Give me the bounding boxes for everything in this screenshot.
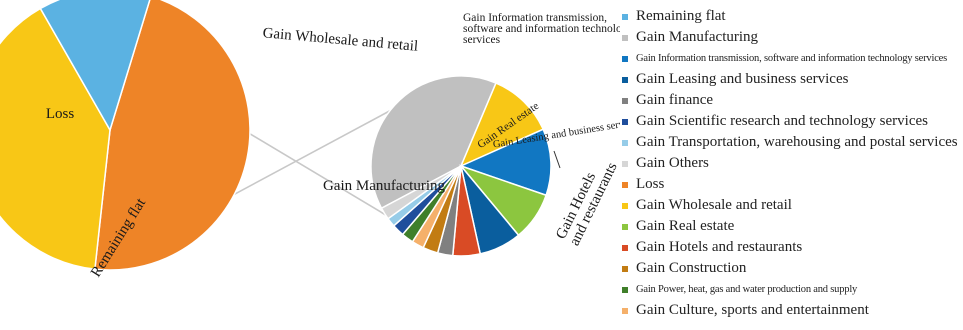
legend-item: Gain Wholesale and retail bbox=[622, 195, 958, 216]
legend-label: Gain Manufacturing bbox=[636, 29, 759, 45]
legend-swatch bbox=[622, 55, 628, 62]
pie-slice-manufacturing bbox=[370, 75, 497, 210]
legend-item: Gain finance bbox=[622, 90, 958, 111]
legend-swatch bbox=[622, 286, 628, 293]
legend-label: Loss bbox=[636, 176, 665, 192]
pie-slice-others bbox=[380, 165, 462, 220]
legend-label: Gain finance bbox=[636, 92, 714, 108]
legend-swatch bbox=[622, 34, 628, 41]
legend-swatch bbox=[622, 160, 628, 167]
legend-item: Gain Transportation, warehousing and pos… bbox=[622, 132, 958, 153]
legend-item: Gain Information transmission, software … bbox=[622, 48, 958, 69]
legend-item: Loss bbox=[622, 174, 958, 195]
label-hotels-restaurants: Gain Hotelsand restaurants bbox=[553, 153, 620, 248]
label-manufacturing: Gain Manufacturing bbox=[323, 178, 446, 194]
legend-item: Gain Hotels and restaurants bbox=[622, 237, 958, 258]
legend-swatch bbox=[622, 97, 628, 104]
label-loss: Loss bbox=[46, 106, 75, 122]
legend-swatch bbox=[622, 13, 628, 20]
legend-label: Gain Hotels and restaurants bbox=[636, 239, 803, 255]
legend-label: Gain Culture, sports and entertainment bbox=[636, 302, 869, 318]
legend-swatch bbox=[622, 223, 628, 230]
pie-slice-wholesale2 bbox=[459, 82, 545, 168]
pie-slice-infotech bbox=[458, 128, 552, 197]
pie-slice-wholesale bbox=[0, 7, 111, 271]
legend-item: Gain Others bbox=[622, 153, 958, 174]
legend-label: Remaining flat bbox=[636, 8, 726, 24]
secondary-pie bbox=[370, 75, 552, 257]
main-pie bbox=[0, 0, 251, 271]
legend-swatch bbox=[622, 118, 628, 125]
legend-swatch bbox=[622, 139, 628, 146]
legend-item: Gain Leasing and business services bbox=[622, 69, 958, 90]
label-wholesale-retail: Gain Wholesale and retail bbox=[262, 25, 419, 55]
legend-item: Gain Real estate bbox=[622, 216, 958, 237]
legend-label: Gain Wholesale and retail bbox=[636, 197, 792, 213]
legend-label: Gain Others bbox=[636, 155, 709, 171]
legend-swatch bbox=[622, 202, 628, 209]
pie-slice-remaining bbox=[39, 0, 151, 132]
legend-item: Gain Construction bbox=[622, 258, 958, 279]
legend-item: Gain Scientific research and technology … bbox=[622, 111, 958, 132]
leader-line-hotels bbox=[553, 150, 561, 169]
legend-label: Gain Leasing and business services bbox=[636, 71, 849, 87]
legend-swatch bbox=[622, 244, 628, 251]
legend-label: Gain Transportation, warehousing and pos… bbox=[636, 134, 958, 150]
label-information-transmission: Gain Information transmission, software a… bbox=[463, 12, 620, 46]
pie-slice-loss bbox=[94, 0, 251, 271]
legend-label: Gain Construction bbox=[636, 260, 747, 276]
legend-swatch bbox=[622, 307, 628, 314]
legend-label: Gain Information transmission, software … bbox=[636, 53, 948, 64]
legend-swatch bbox=[622, 76, 628, 83]
legend-swatch bbox=[622, 265, 628, 272]
legend-item: Gain Power, heat, gas and water producti… bbox=[622, 279, 958, 300]
legend-item: Gain Culture, sports and entertainment bbox=[622, 300, 958, 321]
legend-item: Gain Manufacturing bbox=[622, 27, 958, 48]
legend-label: Gain Power, heat, gas and water producti… bbox=[636, 284, 858, 295]
legend-swatch bbox=[622, 181, 628, 188]
legend-item: Remaining flat bbox=[622, 6, 958, 27]
legend-label: Gain Scientific research and technology … bbox=[636, 113, 928, 129]
legend-label: Gain Real estate bbox=[636, 218, 735, 234]
legend: Remaining flat Gain Manufacturing Gain Inf… bbox=[622, 6, 958, 321]
